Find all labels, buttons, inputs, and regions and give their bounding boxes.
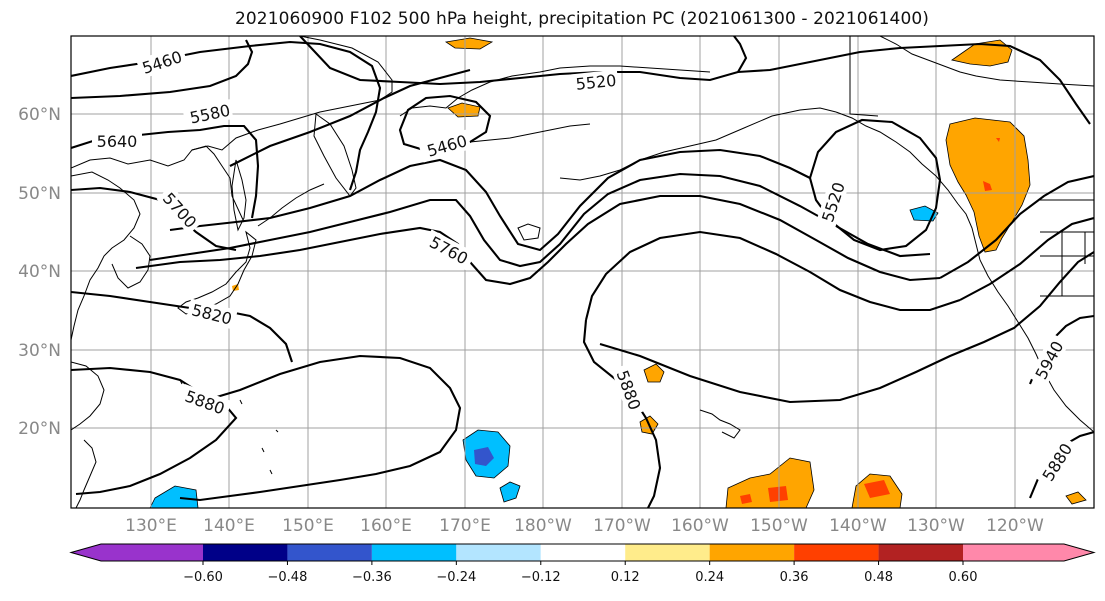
coast-na-west bbox=[957, 203, 1094, 433]
lat-label: 40°N bbox=[18, 262, 61, 282]
coast-bering bbox=[399, 65, 711, 117]
map-frame bbox=[70, 35, 1095, 509]
colorbar-tick-label: 0.36 bbox=[780, 570, 809, 585]
coast-china-south bbox=[71, 361, 105, 431]
coast-hawaii bbox=[699, 409, 741, 439]
coast-kurils bbox=[257, 183, 325, 227]
colorbar bbox=[69, 543, 1096, 562]
precip-area-neg-3 bbox=[499, 481, 521, 503]
lon-label: 130°E bbox=[125, 516, 177, 536]
colorbar-swatch bbox=[625, 544, 710, 561]
lon-label: 130°W bbox=[907, 516, 965, 536]
colorbar-extend-high bbox=[1064, 544, 1094, 561]
contour-line-trough-2 bbox=[149, 172, 931, 268]
contour-line-5760 bbox=[135, 194, 941, 286]
colorbar-swatch bbox=[287, 544, 372, 561]
lon-label: 150°W bbox=[750, 516, 808, 536]
border-lines-east bbox=[1040, 199, 1094, 297]
coastlines bbox=[71, 36, 1094, 508]
contour-line-trough-1 bbox=[169, 148, 811, 252]
colorbar-tick-label: −0.36 bbox=[352, 570, 392, 585]
contour-line-east-1 bbox=[737, 42, 1091, 125]
border-us-canada bbox=[849, 36, 879, 117]
colorbar-extend-low bbox=[71, 544, 101, 561]
colorbar-tick-label: −0.48 bbox=[268, 570, 308, 585]
colorbar-outline bbox=[69, 543, 1096, 562]
longitude-labels: 130°E 140°E 150°E 160°E 170°E 180°W 170°… bbox=[125, 516, 1044, 536]
contour-line-east-4 bbox=[599, 251, 1094, 404]
contour-line-ridge bbox=[584, 230, 961, 321]
coast-okhotsk bbox=[191, 145, 245, 223]
precip-area-pos-1 bbox=[643, 363, 665, 383]
coast-asia-east bbox=[71, 171, 141, 341]
colorbar-tick-label: −0.12 bbox=[521, 570, 561, 585]
colorbar-tick-label: 0.60 bbox=[949, 570, 978, 585]
colorbar-tick-label: −0.24 bbox=[436, 570, 476, 585]
precip-area-westcoast-strong-2 bbox=[996, 138, 1000, 142]
lon-label: 140°W bbox=[829, 516, 887, 536]
coast-sakhalin bbox=[231, 159, 247, 232]
colorbar-swatch bbox=[456, 544, 541, 561]
colorbar-tick-label: 0.12 bbox=[611, 570, 640, 585]
precip-shading bbox=[149, 37, 1087, 508]
contour-line-5880-loop bbox=[179, 354, 462, 502]
precip-area-pos-6 bbox=[1065, 491, 1087, 505]
coast-korea bbox=[111, 235, 151, 289]
colorbar-swatch bbox=[371, 544, 457, 561]
precip-area-north-1 bbox=[444, 37, 494, 50]
colorbar-swatch bbox=[709, 544, 795, 561]
lat-label: 20°N bbox=[18, 419, 61, 439]
coast-islet-north bbox=[517, 223, 541, 241]
coast-kamchatka bbox=[313, 113, 357, 197]
coast-islands-pacific bbox=[179, 379, 279, 475]
contour-label: 5520 bbox=[575, 71, 617, 94]
colorbar-tick-label: 0.48 bbox=[864, 570, 893, 585]
colorbar-tick-label: −0.60 bbox=[183, 570, 223, 585]
contour-label: 5640 bbox=[97, 132, 138, 151]
lon-label: 150°E bbox=[282, 516, 334, 536]
lon-label: 180°W bbox=[514, 516, 572, 536]
contour-line-east-2 bbox=[939, 174, 1094, 279]
map-title: 2021060900 F102 500 hPa height, precipit… bbox=[234, 9, 930, 29]
coast-asia-mainland bbox=[71, 36, 393, 169]
colorbar-swatch bbox=[963, 544, 1064, 561]
latitude-labels: 60°N 50°N 40°N 30°N 20°N bbox=[18, 105, 61, 439]
lat-label: 50°N bbox=[18, 184, 61, 204]
lon-label: 170°W bbox=[593, 516, 651, 536]
contour-line-5580-west bbox=[71, 39, 254, 100]
coast-hudson-north bbox=[879, 36, 1094, 87]
lon-label: 170°E bbox=[439, 516, 491, 536]
lon-label: 140°E bbox=[203, 516, 255, 536]
colorbar-swatch bbox=[878, 544, 963, 561]
contour-line-low-center bbox=[808, 118, 942, 252]
coast-taiwan-phil bbox=[75, 439, 97, 508]
contour-line-5880-south bbox=[71, 366, 238, 496]
contour-line-5580-mid bbox=[229, 68, 471, 167]
colorbar-swatch bbox=[101, 544, 203, 561]
precip-area-neg-2-strong bbox=[474, 447, 494, 466]
lon-label: 160°W bbox=[671, 516, 729, 536]
map-panel: 5460 5520 5580 5640 5460 5700 5760 5520 … bbox=[71, 36, 1094, 508]
coast-japan bbox=[177, 230, 257, 315]
precip-area-pos-4-strong bbox=[740, 486, 788, 504]
contour-line-5520-north bbox=[299, 36, 748, 86]
lon-label: 160°E bbox=[360, 516, 412, 536]
colorbar-swatch bbox=[540, 544, 626, 561]
colorbar-swatch bbox=[203, 544, 288, 561]
colorbar-swatch bbox=[794, 544, 879, 561]
colorbar-tick-label: 0.24 bbox=[695, 570, 724, 585]
lat-label: 30°N bbox=[18, 341, 61, 361]
contour-line-east-3 bbox=[959, 216, 1094, 301]
precip-area-pos-5-strong bbox=[864, 480, 890, 498]
height-contours bbox=[71, 36, 1094, 508]
coast-alaska-sw bbox=[559, 107, 837, 181]
colorbar-ticks: −0.60 −0.48 −0.36 −0.24 −0.12 0.12 0.24 0.36 0.4… bbox=[183, 561, 977, 585]
precip-area-westcoast-strong bbox=[983, 181, 992, 191]
lon-label: 120°W bbox=[986, 516, 1044, 536]
lat-label: 60°N bbox=[18, 105, 61, 125]
